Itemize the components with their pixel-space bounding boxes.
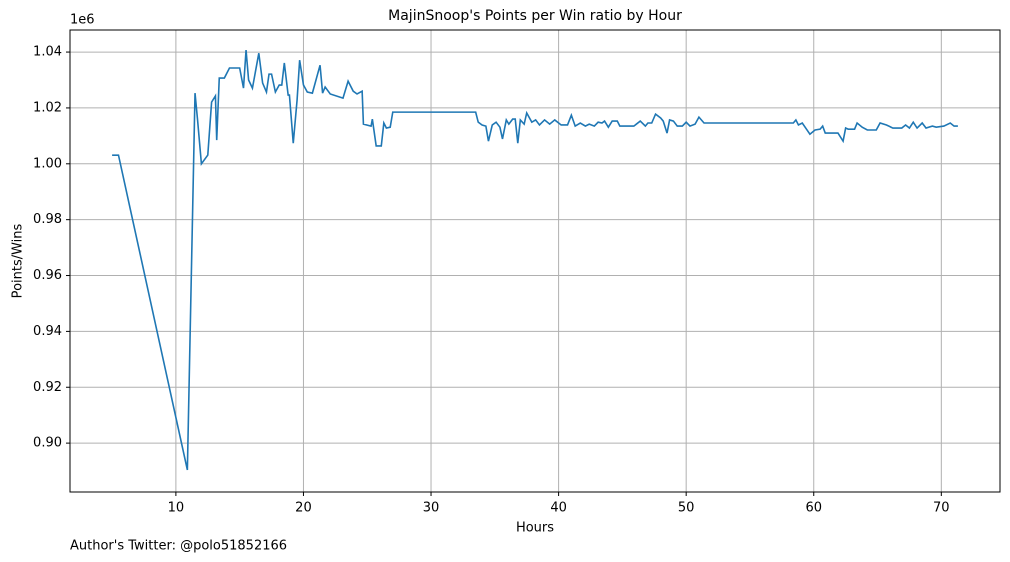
y-tick-label: 0.96 bbox=[33, 268, 62, 283]
y-tick-label: 0.90 bbox=[33, 436, 62, 451]
y-tick-label: 0.98 bbox=[33, 212, 62, 227]
y-tick-label: 1.04 bbox=[33, 45, 62, 60]
y-axis-label: Points/Wins bbox=[11, 223, 26, 298]
x-tick-label: 20 bbox=[295, 501, 312, 516]
y-tick-label: 0.92 bbox=[33, 380, 62, 395]
x-tick-label: 50 bbox=[678, 501, 695, 516]
y-tick-label: 0.94 bbox=[33, 324, 62, 339]
x-axis-label: Hours bbox=[516, 521, 554, 536]
x-tick-label: 60 bbox=[805, 501, 822, 516]
data-line bbox=[112, 50, 958, 471]
x-tick-label: 70 bbox=[933, 501, 950, 516]
chart-title: MajinSnoop's Points per Win ratio by Hou… bbox=[388, 8, 682, 24]
plot-frame bbox=[69, 29, 1001, 493]
y-tick-label: 1.00 bbox=[33, 156, 62, 171]
footer: Author's Twitter: @polo51852166 bbox=[70, 539, 287, 554]
x-tick-label: 30 bbox=[423, 501, 440, 516]
y-offset-label: 1e6 bbox=[70, 13, 95, 28]
y-tick-label: 1.02 bbox=[33, 100, 62, 115]
x-tick-label: 10 bbox=[168, 501, 185, 516]
x-tick-label: 40 bbox=[550, 501, 567, 516]
